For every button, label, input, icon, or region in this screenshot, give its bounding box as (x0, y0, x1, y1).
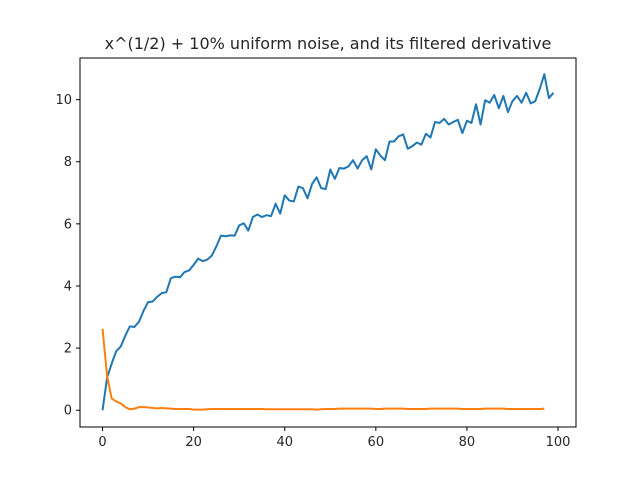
chart-title: x^(1/2) + 10% uniform noise, and its fil… (105, 34, 552, 53)
y-tick-label: 4 (64, 279, 72, 294)
y-tick-label: 8 (64, 155, 72, 170)
x-tick-label: 0 (98, 435, 106, 450)
x-tick-label: 20 (185, 435, 202, 450)
y-tick-label: 10 (55, 93, 72, 108)
series-line-1 (101, 73, 555, 411)
x-tick-label: 80 (459, 435, 476, 450)
plot-area: 0 20 40 60 80 100 0 2 4 6 8 10 (55, 57, 577, 450)
plot-frame (79, 57, 577, 428)
y-tick-label: 6 (64, 217, 72, 232)
x-tick-label: 40 (276, 435, 293, 450)
y-tick-label: 2 (64, 342, 72, 357)
x-tick-label: 60 (368, 435, 385, 450)
y-axis-ticks: 0 2 4 6 8 10 (55, 93, 80, 419)
series-layer (101, 73, 555, 411)
x-axis-ticks: 0 20 40 60 80 100 (98, 427, 570, 450)
y-tick-label: 0 (64, 404, 72, 419)
x-tick-label: 100 (546, 435, 571, 450)
series-line-2 (101, 328, 545, 411)
